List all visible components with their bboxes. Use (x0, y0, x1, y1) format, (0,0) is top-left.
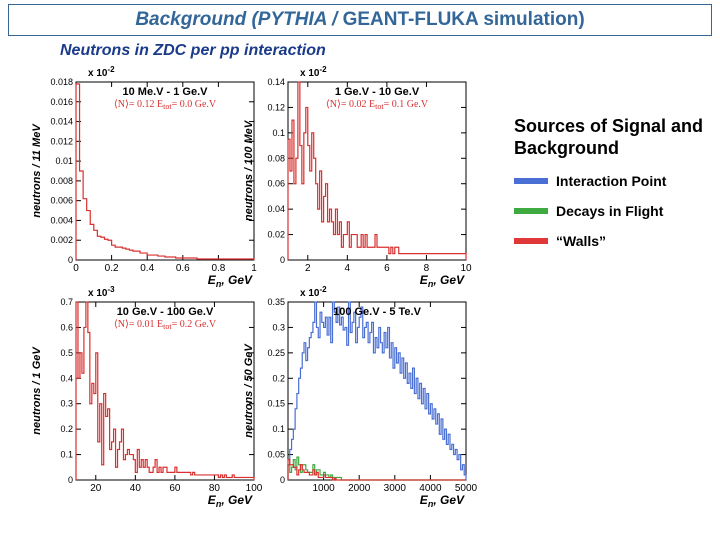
svg-text:neutrons / 1 GeV: neutrons / 1 GeV (31, 346, 43, 435)
svg-text:0.08: 0.08 (267, 153, 285, 163)
svg-text:0.06: 0.06 (267, 179, 285, 189)
legend-label: Interaction Point (556, 173, 666, 189)
legend-heading: Sources of Signal and Background (514, 116, 712, 159)
svg-text:0.12: 0.12 (267, 102, 285, 112)
svg-text:0.002: 0.002 (50, 235, 73, 245)
svg-text:0: 0 (280, 475, 285, 485)
svg-text:0.1: 0.1 (272, 424, 285, 434)
svg-text:0.2: 0.2 (105, 263, 119, 274)
svg-text:⟨N⟩= 0.12 Etot= 0.0 Ge.V: ⟨N⟩= 0.12 Etot= 0.0 Ge.V (114, 99, 217, 111)
plot-grid: 00.20.40.60.8100.0020.0040.0060.0080.010… (0, 60, 508, 535)
svg-text:0.05: 0.05 (267, 450, 285, 460)
svg-text:0.4: 0.4 (140, 263, 154, 274)
legend: Sources of Signal and Background Interac… (508, 60, 720, 535)
svg-text:0.016: 0.016 (50, 97, 73, 107)
svg-text:x 10-2: x 10-2 (300, 65, 327, 79)
svg-text:0.04: 0.04 (267, 204, 285, 214)
svg-text:3000: 3000 (384, 483, 407, 494)
svg-text:0.1: 0.1 (60, 450, 73, 460)
svg-text:En, GeV: En, GeV (420, 273, 465, 289)
legend-item: “Walls” (514, 233, 712, 249)
svg-text:0.1: 0.1 (272, 128, 285, 138)
svg-text:2: 2 (305, 263, 311, 274)
svg-text:0: 0 (68, 255, 73, 265)
svg-text:0.14: 0.14 (267, 77, 285, 87)
svg-text:10 Ge.V - 100 Ge.V: 10 Ge.V - 100 Ge.V (117, 306, 214, 318)
svg-text:1: 1 (251, 263, 257, 274)
svg-text:40: 40 (130, 483, 142, 494)
svg-text:En, GeV: En, GeV (420, 493, 465, 509)
svg-text:0.4: 0.4 (60, 373, 73, 383)
svg-text:0.7: 0.7 (60, 297, 73, 307)
legend-label: “Walls” (556, 233, 606, 249)
svg-text:x 10-2: x 10-2 (88, 65, 115, 79)
svg-text:0.3: 0.3 (272, 322, 285, 332)
svg-text:x 10-3: x 10-3 (88, 285, 115, 299)
legend-swatch (514, 208, 548, 214)
svg-text:0.014: 0.014 (50, 117, 73, 127)
svg-text:20: 20 (90, 483, 102, 494)
svg-text:0.6: 0.6 (60, 322, 73, 332)
svg-text:0.01: 0.01 (55, 156, 73, 166)
svg-text:0.2: 0.2 (272, 373, 285, 383)
svg-text:60: 60 (169, 483, 181, 494)
svg-text:0.5: 0.5 (60, 348, 73, 358)
svg-text:0.2: 0.2 (60, 424, 73, 434)
svg-text:100 Ge.V - 5 Te.V: 100 Ge.V - 5 Te.V (333, 306, 422, 318)
legend-swatch (514, 238, 548, 244)
svg-text:0.3: 0.3 (60, 399, 73, 409)
svg-text:0.35: 0.35 (267, 297, 285, 307)
svg-text:0.004: 0.004 (50, 215, 73, 225)
legend-item: Decays in Flight (514, 203, 712, 219)
title-prefix: Background (PYTHIA / (135, 9, 342, 30)
svg-text:neutrons / 100 MeV: neutrons / 100 MeV (243, 119, 255, 221)
title-geant: GEANT-FLUKA simulation) (343, 9, 585, 30)
svg-text:0.008: 0.008 (50, 176, 73, 186)
svg-text:En, GeV: En, GeV (208, 493, 253, 509)
svg-text:0.012: 0.012 (50, 136, 73, 146)
svg-text:⟨N⟩= 0.02 Etot= 0.1 Ge.V: ⟨N⟩= 0.02 Etot= 0.1 Ge.V (326, 99, 429, 111)
legend-swatch (514, 178, 548, 184)
svg-text:1000: 1000 (312, 483, 335, 494)
svg-text:0.6: 0.6 (176, 263, 190, 274)
svg-text:4: 4 (345, 263, 351, 274)
svg-text:2000: 2000 (348, 483, 371, 494)
svg-text:En, GeV: En, GeV (208, 273, 253, 289)
subtitle: Neutrons in ZDC per pp interaction (0, 40, 720, 60)
svg-text:x 10-2: x 10-2 (300, 285, 327, 299)
legend-label: Decays in Flight (556, 203, 663, 219)
svg-text:0.02: 0.02 (267, 230, 285, 240)
svg-text:⟨N⟩= 0.01 Etot= 0.2 Ge.V: ⟨N⟩= 0.01 Etot= 0.2 Ge.V (114, 319, 217, 331)
svg-text:neutrons / 50 GeV: neutrons / 50 GeV (243, 343, 255, 438)
legend-item: Interaction Point (514, 173, 712, 189)
page-title: Background (PYTHIA / GEANT-FLUKA simulat… (8, 4, 712, 36)
svg-text:0.25: 0.25 (267, 348, 285, 358)
svg-text:0.006: 0.006 (50, 196, 73, 206)
svg-text:0.15: 0.15 (267, 399, 285, 409)
svg-text:0: 0 (68, 475, 73, 485)
svg-text:10 Me.V - 1 Ge.V: 10 Me.V - 1 Ge.V (123, 86, 209, 98)
svg-text:neutrons / 11 MeV: neutrons / 11 MeV (31, 123, 43, 218)
svg-text:0.018: 0.018 (50, 77, 73, 87)
svg-text:1 Ge.V - 10 Ge.V: 1 Ge.V - 10 Ge.V (335, 86, 420, 98)
svg-text:0: 0 (73, 263, 79, 274)
svg-text:0: 0 (280, 255, 285, 265)
svg-text:6: 6 (384, 263, 390, 274)
